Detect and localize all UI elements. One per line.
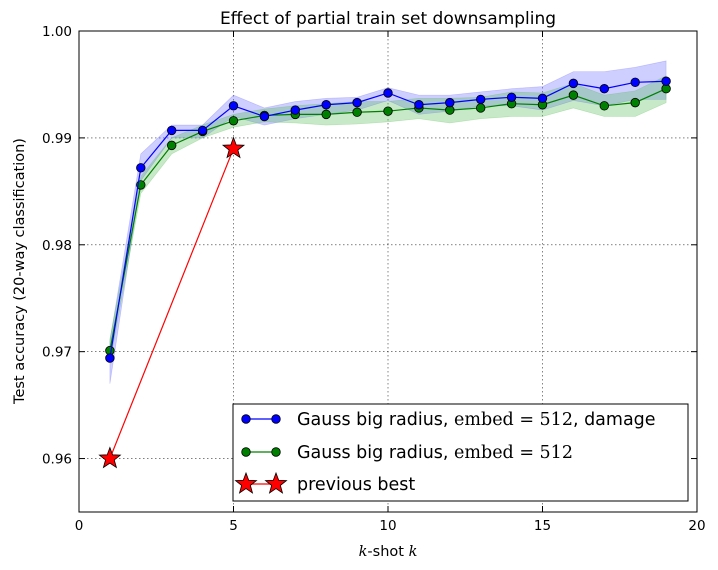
y-tick-label: 0.97 bbox=[42, 345, 72, 361]
series-point-1 bbox=[568, 90, 579, 100]
series-point-2 bbox=[98, 446, 122, 469]
legend-marker bbox=[271, 414, 281, 424]
series-point-0 bbox=[105, 353, 115, 363]
x-axis-label: k-shot k bbox=[359, 544, 418, 560]
series-point-0 bbox=[414, 100, 424, 110]
series-point-1 bbox=[476, 103, 486, 113]
legend-label: Gauss big radius, embed = 512, damage bbox=[297, 410, 656, 430]
legend-label-math: embed = 512 bbox=[454, 410, 573, 430]
x-tick-label: 10 bbox=[379, 518, 396, 534]
legend-label: Gauss big radius, embed = 512 bbox=[297, 443, 573, 463]
x-axis-label-text: -shot bbox=[367, 544, 408, 560]
series-point-1 bbox=[599, 101, 610, 111]
x-axis-label-math-suffix: k bbox=[409, 544, 418, 560]
legend-marker bbox=[241, 414, 251, 424]
series-point-0 bbox=[476, 94, 486, 105]
legend-label-text: Gauss big radius, bbox=[297, 410, 454, 430]
series-point-1 bbox=[630, 97, 640, 108]
y-tick-label: 0.99 bbox=[42, 131, 72, 147]
series-point-0 bbox=[228, 101, 239, 111]
legend-label-text: previous best bbox=[297, 475, 415, 495]
x-tick-label: 5 bbox=[229, 518, 238, 534]
y-tick-label: 1.00 bbox=[42, 24, 72, 40]
series-point-1 bbox=[166, 140, 177, 151]
legend-entry: previous best bbox=[234, 471, 415, 495]
series-point-0 bbox=[599, 84, 610, 94]
series-point-0 bbox=[630, 77, 640, 88]
series-point-0 bbox=[290, 105, 301, 115]
series-point-0 bbox=[661, 76, 671, 86]
series-point-1 bbox=[352, 107, 362, 117]
legend-marker bbox=[271, 447, 281, 457]
series-point-0 bbox=[383, 88, 393, 98]
series-band-1 bbox=[109, 75, 667, 363]
legend-entry: Gauss big radius, embed = 512, damage bbox=[241, 410, 656, 430]
chart-title: Effect of partial train set downsampling bbox=[220, 9, 556, 29]
y-axis-label: Test accuracy (20-way classification) bbox=[12, 138, 28, 405]
legend-marker bbox=[264, 471, 288, 494]
series-point-0 bbox=[321, 100, 331, 110]
series-point-0 bbox=[506, 92, 517, 102]
series-band-0 bbox=[109, 60, 667, 384]
series-point-0 bbox=[445, 97, 455, 108]
legend-label-math: embed = 512 bbox=[454, 443, 573, 463]
x-tick-label: 15 bbox=[534, 518, 551, 534]
legend-entry: Gauss big radius, embed = 512 bbox=[241, 443, 573, 463]
legend-marker bbox=[234, 471, 258, 494]
series-point-0 bbox=[197, 125, 208, 136]
legend-label-suffix: , damage bbox=[573, 410, 656, 430]
legend-box bbox=[232, 403, 689, 502]
legend-label-text: Gauss big radius, bbox=[297, 443, 454, 463]
x-axis-label-math-prefix: k bbox=[359, 544, 368, 560]
series-point-0 bbox=[537, 93, 548, 104]
series-point-1 bbox=[321, 109, 331, 120]
y-tick-label: 0.98 bbox=[42, 238, 72, 254]
series-point-0 bbox=[136, 163, 146, 173]
x-tick-label: 0 bbox=[75, 518, 84, 534]
series-point-0 bbox=[166, 125, 177, 136]
series-point-0 bbox=[259, 111, 270, 122]
series-point-1 bbox=[383, 106, 393, 116]
series-point-1 bbox=[228, 116, 239, 126]
series-point-0 bbox=[568, 78, 579, 89]
series-point-0 bbox=[352, 97, 362, 108]
series-line-2 bbox=[109, 148, 235, 459]
x-tick-label: 20 bbox=[688, 518, 705, 534]
series-point-2 bbox=[221, 136, 246, 159]
legend-label: previous best bbox=[297, 475, 415, 495]
y-tick-label: 0.96 bbox=[42, 452, 72, 468]
legend: Gauss big radius, embed = 512, damageGau… bbox=[232, 403, 689, 502]
legend-marker bbox=[241, 447, 251, 457]
